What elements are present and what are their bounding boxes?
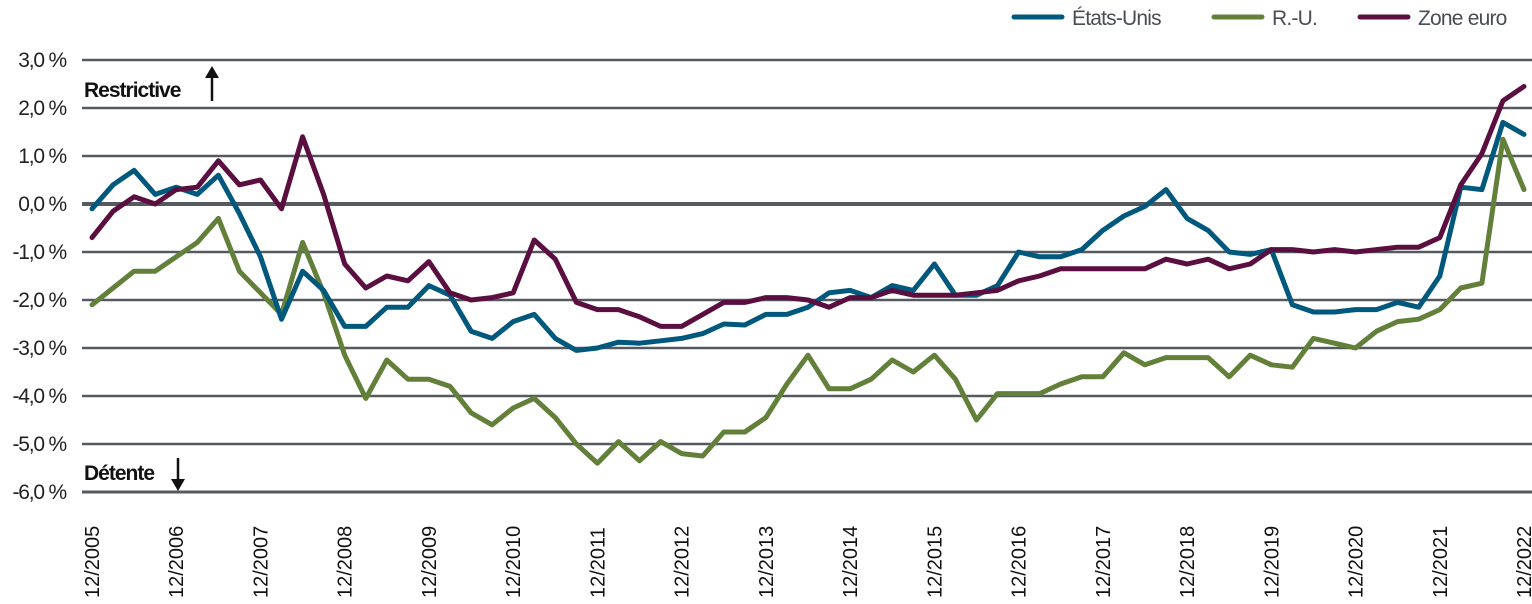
y-tick-label: -4,0 %	[13, 385, 67, 408]
legend: États-Unis R.-U. Zone euro	[1011, 7, 1507, 30]
x-tick-label: 12/2013	[756, 526, 778, 598]
series-line-uk	[89, 136, 1527, 466]
x-tick-label: 12/2022	[1514, 526, 1532, 598]
y-tick-label: -5,0 %	[13, 433, 67, 456]
x-tick-label: 12/2015	[924, 526, 946, 598]
restrictive-label: Restrictive	[84, 79, 181, 102]
legend-label-eurozone: Zone euro	[1418, 7, 1507, 30]
legend-item-us[interactable]: États-Unis	[1011, 7, 1162, 30]
x-axis: 12/2005 12/2006 12/2007 12/2008 12/2009 12/20…	[82, 526, 1532, 598]
x-tick-label: 12/2019	[1261, 526, 1283, 598]
legend-label-uk: R.-U.	[1272, 7, 1317, 30]
x-tick-label: 12/2020	[1346, 526, 1368, 598]
x-tick-label: 12/2007	[250, 526, 272, 598]
annotation-easing: Détente	[84, 458, 185, 491]
y-axis: 3,0 % 2,0 % 1,0 % 0,0 % -1,0 % -2,0 % -3,0 % -4…	[13, 49, 68, 504]
x-tick-label: 12/2014	[840, 526, 862, 598]
annotation-restrictive: Restrictive	[84, 66, 219, 102]
y-tick-label: -2,0 %	[13, 289, 67, 312]
y-tick-label: 1,0 %	[18, 145, 66, 168]
x-tick-label: 12/2005	[82, 526, 104, 598]
y-tick-label: 3,0 %	[18, 49, 66, 72]
x-tick-label: 12/2012	[672, 526, 694, 598]
y-tick-label: 2,0 %	[18, 97, 66, 120]
x-tick-label: 12/2009	[419, 526, 441, 598]
easing-label: Détente	[84, 462, 154, 485]
legend-label-us: États-Unis	[1072, 7, 1161, 30]
legend-item-uk[interactable]: R.-U.	[1211, 7, 1318, 30]
legend-item-eurozone[interactable]: Zone euro	[1357, 7, 1507, 30]
arrow-up-icon	[205, 66, 219, 101]
x-tick-label: 12/2017	[1093, 526, 1115, 598]
series-line-us	[89, 119, 1527, 353]
y-tick-label: 0,0 %	[18, 193, 66, 216]
y-tick-label: -3,0 %	[13, 337, 67, 360]
y-tick-label: -6,0 %	[13, 481, 67, 504]
series-line-eurozone	[89, 83, 1527, 329]
x-tick-label: 12/2016	[1009, 526, 1031, 598]
x-tick-label: 12/2011	[587, 527, 609, 598]
x-tick-label: 12/2006	[166, 526, 188, 598]
x-tick-label: 12/2018	[1177, 526, 1199, 598]
arrow-down-icon	[171, 458, 185, 491]
x-tick-label: 12/2010	[503, 526, 525, 598]
x-tick-label: 12/2008	[335, 526, 357, 598]
y-tick-label: -1,0 %	[13, 241, 67, 264]
series-lines	[89, 83, 1527, 466]
x-tick-label: 12/2021	[1430, 526, 1452, 598]
